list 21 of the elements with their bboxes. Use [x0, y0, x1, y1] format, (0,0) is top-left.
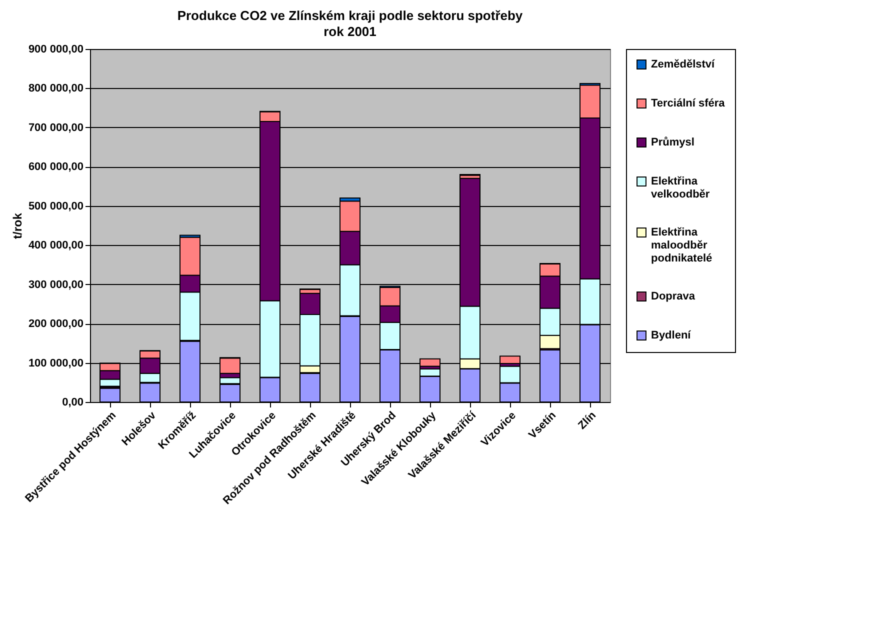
y-tick-label: 400 000,00	[28, 240, 84, 252]
y-tick-label: 700 000,00	[28, 122, 84, 134]
y-tick-label: 600 000,00	[28, 161, 84, 174]
legend-label: Průmysl	[651, 136, 694, 148]
y-tick-label: 300 000,00	[28, 278, 84, 291]
legend-label: Elektřina maloodběr podnikatelé	[651, 226, 712, 264]
y-tick-label: 900 000,00	[28, 44, 84, 56]
legend-label: Zemědělství	[651, 58, 716, 70]
y-axis-title: t/rok	[10, 212, 24, 240]
legend-label: Doprava	[651, 290, 696, 302]
legend-label: Bydlení	[651, 330, 692, 342]
y-tick-label: 100 000,00	[28, 357, 84, 370]
y-tick-label: 800 000,00	[28, 82, 84, 95]
y-tick-label: 500 000,00	[28, 200, 84, 212]
y-tick-label: 0,00	[62, 396, 84, 408]
y-tick-label: 200 000,00	[28, 318, 84, 330]
chart-title: Produkce CO2 ve Zlínském kraji podle sektoru spotřeby	[177, 8, 524, 23]
chart-subtitle: rok 2001	[324, 24, 376, 39]
legend-label: Terciální sféra	[651, 98, 726, 110]
x-tick-label: Zlín	[576, 409, 599, 432]
legend-label: Elektřina velkoodběr	[651, 176, 710, 200]
